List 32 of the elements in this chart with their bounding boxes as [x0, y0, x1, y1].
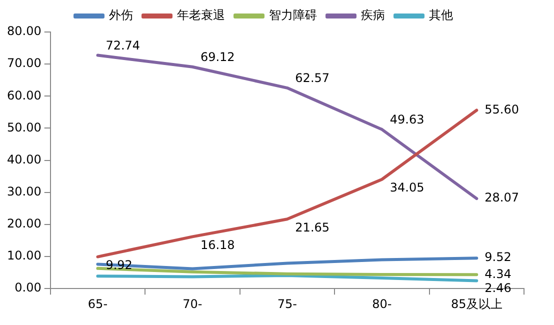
y-tick-label: 10.00	[6, 248, 42, 263]
legend-label: 年老衰退	[177, 8, 225, 22]
data-label: 4.34	[484, 266, 512, 281]
legend-label: 外伤	[109, 8, 133, 22]
y-tick-label: 60.00	[6, 88, 42, 102]
data-label: 55.60	[484, 102, 519, 116]
data-label: 16.18	[200, 238, 235, 252]
y-tick-label: 70.00	[6, 56, 42, 70]
data-label: 49.63	[390, 112, 424, 127]
x-tick-label: 85及以上	[450, 296, 502, 311]
legend-label: 疾病	[361, 8, 385, 22]
x-tick-label: 80-	[372, 296, 392, 311]
data-label: 72.74	[106, 38, 140, 52]
y-tick-label: 0.00	[14, 280, 42, 295]
data-label: 9.52	[484, 250, 512, 264]
x-tick-label: 75-	[277, 296, 297, 311]
data-label: 21.65	[295, 220, 330, 234]
data-label: 2.46	[484, 280, 512, 295]
y-tick-label: 20.00	[6, 216, 42, 231]
y-tick-label: 40.00	[6, 152, 42, 166]
data-label: 28.07	[484, 190, 519, 205]
data-label: 69.12	[200, 50, 235, 64]
y-tick-label: 80.00	[6, 24, 42, 38]
y-tick-label: 50.00	[6, 120, 42, 134]
legend-label: 其他	[429, 8, 453, 22]
x-tick-label: 65-	[88, 296, 108, 311]
data-label: 62.57	[295, 71, 330, 86]
x-tick-label: 70-	[182, 296, 202, 311]
data-label: 9.92	[106, 258, 132, 272]
legend-label: 智力障碍	[269, 8, 317, 22]
y-tick-label: 30.00	[6, 184, 42, 198]
data-label: 34.05	[390, 180, 424, 195]
